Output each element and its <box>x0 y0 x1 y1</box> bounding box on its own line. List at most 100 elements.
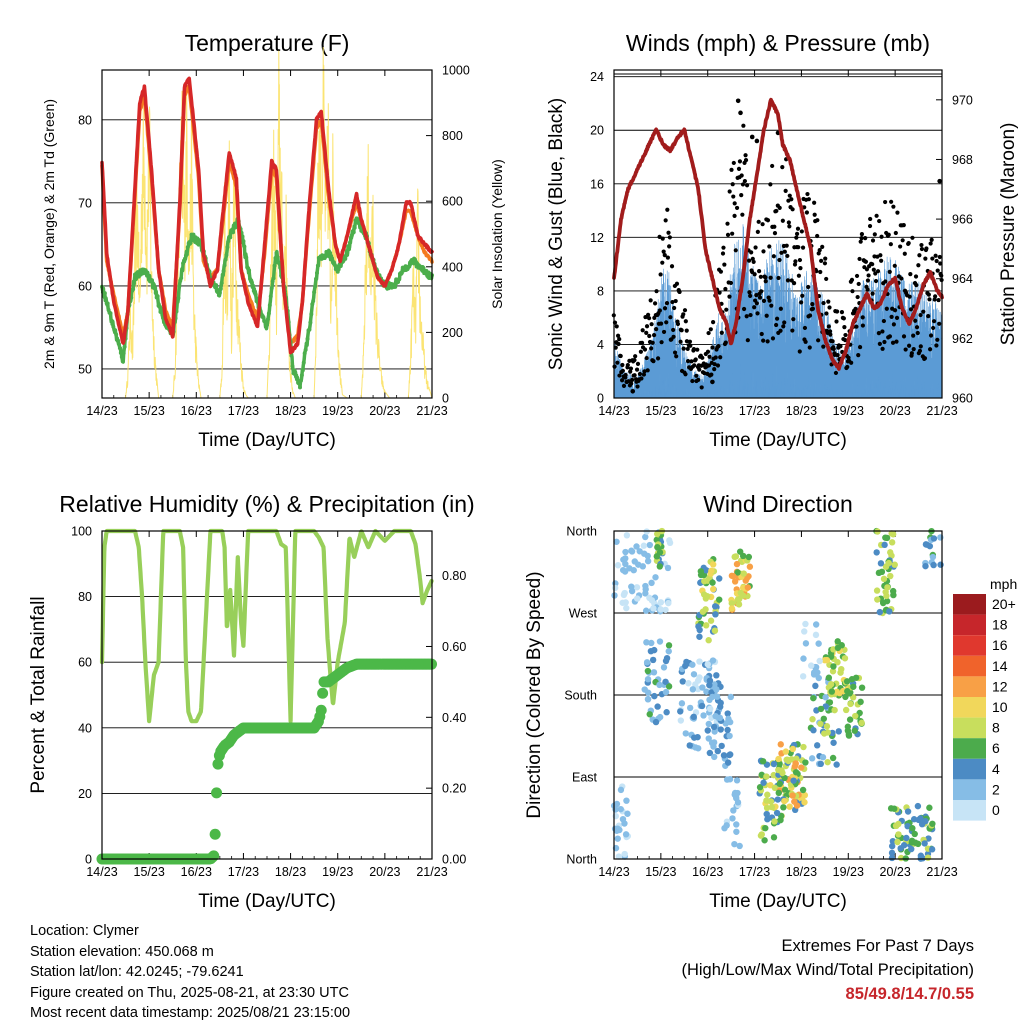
gust-point <box>843 338 848 343</box>
direction-point <box>714 747 721 755</box>
gust-point <box>796 273 802 278</box>
gust-point <box>834 309 840 314</box>
gust-point <box>768 275 773 280</box>
gust-point <box>873 271 878 276</box>
gust-point <box>710 379 715 385</box>
direction-point <box>732 553 740 560</box>
gust-point <box>706 363 712 368</box>
gust-point <box>929 237 934 242</box>
gust-point <box>938 261 943 266</box>
gust-point <box>939 273 944 278</box>
gust-point <box>749 250 754 255</box>
direction-point <box>809 716 816 723</box>
x-tick-label: 17/23 <box>228 865 259 879</box>
direction-point <box>665 648 672 655</box>
gust-point <box>781 324 786 329</box>
dewpoint-point <box>295 375 300 380</box>
winds-title: Winds (mph) & Pressure (mb) <box>626 30 930 56</box>
direction-point <box>911 830 918 838</box>
gust-point <box>878 253 883 258</box>
station-latlon: Station lat/lon: 42.0245; -79.6241 <box>30 964 244 980</box>
direction-point <box>817 720 824 728</box>
dewpoint-point <box>182 256 187 261</box>
dewpoint-point <box>289 353 294 358</box>
dewpoint-point <box>397 277 401 282</box>
y-tick-label: 20 <box>78 787 92 801</box>
winds-x-label: Time (Day/UTC) <box>709 430 847 451</box>
dewpoint-point <box>352 225 357 230</box>
direction-point <box>740 570 747 577</box>
dewpoint-point <box>275 255 280 260</box>
gust-point <box>800 293 805 298</box>
direction-point <box>697 568 705 575</box>
gust-point <box>641 372 647 377</box>
direction-point <box>695 623 702 630</box>
direction-point <box>711 681 718 688</box>
gust-point <box>875 269 881 274</box>
gust-point <box>637 371 643 377</box>
direction-point <box>652 574 659 581</box>
direction-point <box>891 561 898 568</box>
gust-point <box>654 327 659 332</box>
dewpoint-point <box>152 286 157 291</box>
gust-point <box>617 373 622 378</box>
gust-point <box>678 339 683 344</box>
direction-point <box>650 669 658 676</box>
gust-point <box>805 191 810 197</box>
legend-swatch <box>953 655 986 677</box>
direction-point <box>770 834 778 841</box>
gust-point <box>927 297 932 302</box>
direction-point <box>847 700 854 708</box>
gust-point <box>835 352 840 358</box>
y-tick-label: 0 <box>85 853 92 867</box>
gust-point <box>789 197 794 202</box>
legend-swatch <box>953 779 986 800</box>
direction-point <box>801 791 809 799</box>
gust-point <box>780 164 785 170</box>
gust-point <box>650 340 655 345</box>
gust-point <box>886 232 891 237</box>
gust-point <box>803 339 808 344</box>
gust-point <box>937 254 942 260</box>
direction-point <box>830 739 837 746</box>
direction-point <box>724 710 731 717</box>
gust-point <box>791 281 797 286</box>
direction-point <box>770 760 778 768</box>
gust-point <box>831 346 836 352</box>
gust-point <box>681 346 686 351</box>
extremes-box: Extremes For Past 7 Days (High/Low/Max W… <box>681 934 974 1006</box>
gust-point <box>784 243 789 248</box>
gust-point <box>797 257 803 263</box>
gust-point <box>860 315 865 320</box>
gust-point <box>843 332 848 338</box>
gust-point <box>914 325 920 330</box>
direction-point <box>930 561 937 569</box>
humidity-x-label: Time (Day/UTC) <box>198 891 336 912</box>
direction-point <box>830 663 837 670</box>
gust-point <box>640 328 645 333</box>
direction-point <box>642 582 649 590</box>
direction-point <box>764 791 771 798</box>
dewpoint-point <box>265 322 269 327</box>
direction-point <box>817 705 825 713</box>
gust-point <box>613 345 618 350</box>
direction-point <box>810 694 817 702</box>
direction-point <box>657 599 665 606</box>
direction-point <box>733 828 740 835</box>
gust-point <box>890 340 896 345</box>
gust-point <box>693 357 698 362</box>
direction-point <box>895 820 902 828</box>
gust-point <box>893 230 898 236</box>
direction-point <box>621 850 628 858</box>
dewpoint-point <box>149 278 154 283</box>
direction-point <box>877 560 885 567</box>
direction-tick-label: South <box>564 689 597 703</box>
dewpoint-point <box>231 230 236 235</box>
plot-border <box>613 69 943 399</box>
dewpoint-point <box>219 280 224 285</box>
y2-tick-label: 964 <box>952 272 973 286</box>
gust-point <box>661 249 666 254</box>
direction-point <box>835 728 842 735</box>
direction-point <box>634 595 641 602</box>
gust-point <box>642 347 648 352</box>
